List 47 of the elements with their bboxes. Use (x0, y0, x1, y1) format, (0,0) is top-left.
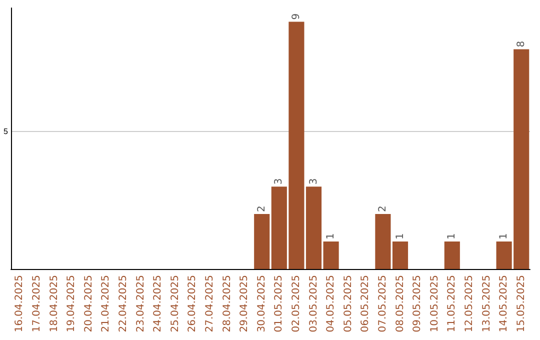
data-label: 1 (394, 233, 406, 240)
x-tick-label: 02.05.2025 (290, 275, 302, 332)
bar (323, 242, 339, 269)
data-label: 9 (290, 13, 302, 20)
x-tick-label: 01.05.2025 (274, 275, 285, 332)
y-tick-label: 5 (4, 127, 9, 136)
x-tick-label: 10.05.2025 (429, 275, 440, 332)
data-label: 8 (516, 40, 527, 48)
x-tick-label: 09.05.2025 (412, 275, 424, 332)
x-tick-label: 28.04.2025 (222, 275, 233, 332)
x-tick-label: 12.05.2025 (464, 275, 475, 332)
bar (306, 186, 322, 269)
bar (444, 242, 460, 269)
data-label: 1 (446, 233, 458, 240)
bar (254, 214, 270, 269)
data-label: 1 (498, 233, 510, 240)
x-tick-label: 30.04.2025 (256, 275, 268, 332)
x-tick-label: 11.05.2025 (446, 275, 458, 332)
data-label: 1 (326, 233, 337, 240)
x-tick-label: 19.04.2025 (66, 275, 78, 332)
x-tick-label: 05.05.2025 (342, 275, 354, 332)
data-label: 3 (308, 178, 320, 185)
bar (375, 214, 391, 269)
x-tick-label: 16.04.2025 (14, 275, 26, 332)
x-tick-label: 20.04.2025 (83, 275, 94, 332)
x-tick-label: 06.05.2025 (360, 275, 372, 332)
data-label: 2 (256, 206, 268, 212)
x-tick-label: 04.05.2025 (326, 275, 337, 332)
x-tick-label: 27.04.2025 (204, 275, 216, 332)
x-tick-label: 22.04.2025 (118, 275, 129, 332)
x-tick-label: 18.04.2025 (48, 275, 60, 332)
data-label: 2 (377, 206, 388, 212)
x-tick-label: 23.04.2025 (135, 275, 146, 332)
x-tick-label: 03.05.2025 (308, 275, 320, 332)
x-tick-label: 17.04.2025 (31, 275, 42, 332)
x-tick-label: 26.04.2025 (187, 275, 198, 332)
x-tick-label: 08.05.2025 (394, 275, 406, 332)
x-tick-label: 25.04.2025 (170, 275, 181, 332)
x-tick-label: 13.05.2025 (481, 275, 492, 332)
x-tick-label: 15.05.2025 (516, 275, 527, 332)
data-label: 3 (274, 178, 285, 185)
bar (392, 242, 408, 269)
x-tick-label: 21.04.2025 (100, 275, 112, 332)
x-tick-label: 07.05.2025 (377, 275, 388, 332)
x-tick-label: 24.04.2025 (152, 275, 164, 332)
x-tick-label: 14.05.2025 (498, 275, 510, 332)
x-tick-label: 29.04.2025 (239, 275, 250, 332)
